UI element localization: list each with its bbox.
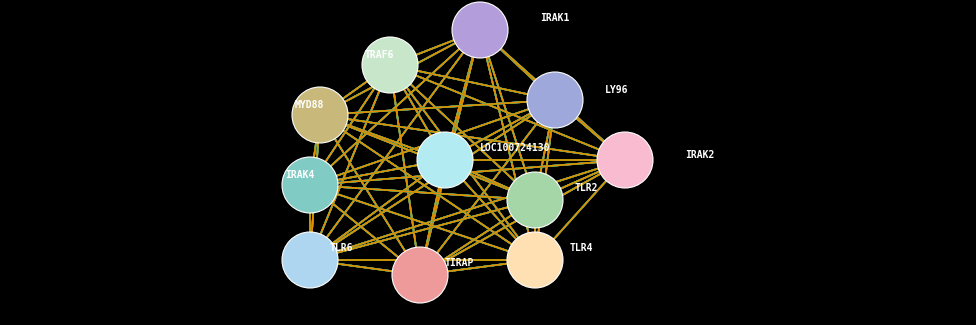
Text: TLR6: TLR6 xyxy=(330,243,353,253)
Circle shape xyxy=(392,247,448,303)
Text: TLR4: TLR4 xyxy=(570,243,593,253)
Circle shape xyxy=(507,232,563,288)
Circle shape xyxy=(527,72,583,128)
Circle shape xyxy=(507,172,563,228)
Text: TIRAP: TIRAP xyxy=(445,258,474,268)
Circle shape xyxy=(417,132,473,188)
Text: TRAF6: TRAF6 xyxy=(365,50,394,60)
Circle shape xyxy=(282,232,338,288)
Text: TLR2: TLR2 xyxy=(575,183,598,193)
Text: MYD88: MYD88 xyxy=(295,100,324,110)
Circle shape xyxy=(597,132,653,188)
Text: IRAK2: IRAK2 xyxy=(685,150,714,160)
Circle shape xyxy=(282,157,338,213)
Text: IRAK1: IRAK1 xyxy=(540,13,569,23)
Circle shape xyxy=(292,87,348,143)
Circle shape xyxy=(452,2,508,58)
Text: LOC100724130: LOC100724130 xyxy=(480,143,550,153)
Text: IRAK4: IRAK4 xyxy=(285,170,314,180)
Circle shape xyxy=(362,37,418,93)
Text: LY96: LY96 xyxy=(605,85,629,95)
